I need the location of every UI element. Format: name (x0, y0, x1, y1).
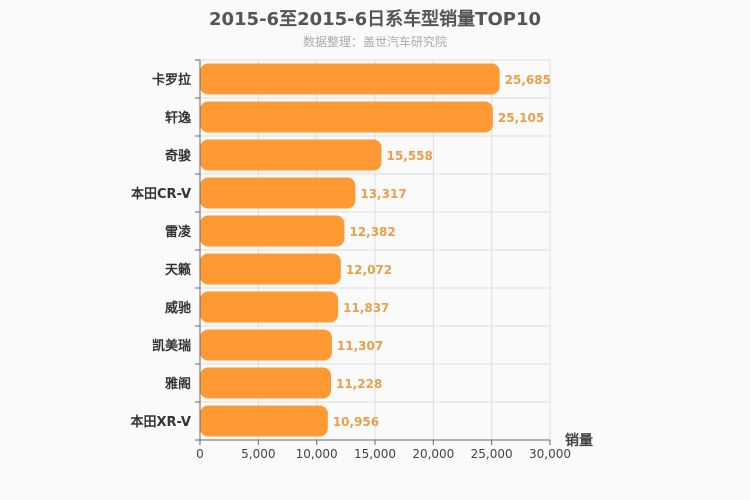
bar (200, 329, 332, 361)
value-label: 25,105 (498, 111, 544, 125)
category-label: 卡罗拉 (152, 72, 191, 88)
bar (200, 215, 345, 247)
category-label: 凯美瑞 (152, 338, 191, 354)
bar (200, 367, 331, 399)
bar (200, 63, 500, 95)
category-label: 本田CR-V (131, 186, 191, 202)
x-tick-label: 30,000 (529, 447, 571, 461)
bar (200, 101, 493, 133)
category-label: 天籁 (165, 262, 191, 278)
value-label: 12,382 (349, 225, 395, 239)
bar (200, 405, 328, 437)
value-label: 11,307 (337, 339, 383, 353)
x-tick-label: 20,000 (412, 447, 454, 461)
chart-title: 2015-6至2015-6日系车型销量TOP10 (208, 9, 541, 30)
x-tick-label: 5,000 (241, 447, 275, 461)
value-label: 11,228 (336, 377, 382, 391)
category-label: 雷凌 (165, 224, 192, 240)
category-label: 本田XR-V (130, 414, 191, 430)
value-label: 12,072 (346, 263, 392, 277)
category-label: 威驰 (165, 300, 191, 316)
category-label: 轩逸 (165, 110, 191, 126)
value-label: 15,558 (387, 149, 433, 163)
value-label: 13,317 (360, 187, 406, 201)
category-label: 雅阁 (165, 376, 191, 392)
x-tick-label: 25,000 (471, 447, 513, 461)
bar (200, 177, 356, 209)
x-tick-label: 10,000 (296, 447, 338, 461)
bar (200, 291, 339, 323)
x-tick-label: 0 (196, 447, 204, 461)
chart-subtitle: 数据整理：盖世汽车研究院 (302, 35, 447, 49)
bar (200, 253, 341, 285)
x-tick-label: 15,000 (354, 447, 396, 461)
value-label: 10,956 (333, 415, 379, 429)
bar (200, 139, 382, 171)
category-label: 奇骏 (165, 148, 192, 164)
x-axis-title: 销量 (565, 432, 593, 449)
value-label: 25,685 (505, 73, 551, 87)
value-label: 11,837 (343, 301, 389, 315)
